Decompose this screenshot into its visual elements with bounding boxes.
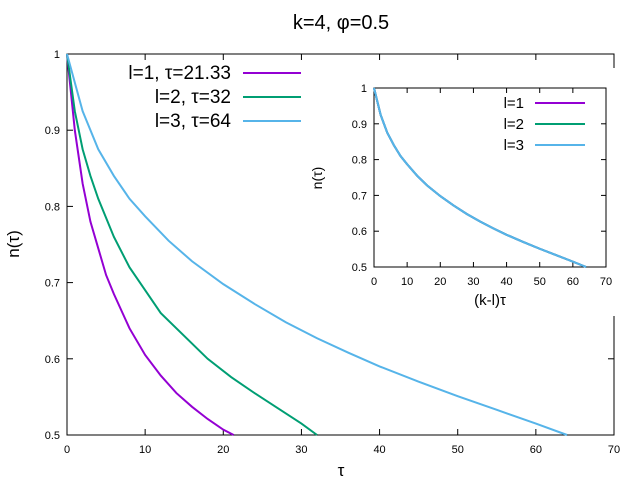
- inset-x-tick-label: 20: [434, 276, 446, 288]
- inset-x-tick-label: 0: [371, 276, 377, 288]
- main-legend-label: l=1, τ=21.33: [128, 63, 231, 84]
- inset-series-line: [373, 87, 587, 268]
- main-x-tick-label: 10: [139, 444, 151, 456]
- inset-y-tick-label: 1: [361, 83, 367, 95]
- main-plot: 0.50.60.70.80.91 0 10 20 30 40 50 60 70 τ n(τ) …: [4, 49, 620, 480]
- main-x-tick-label: 0: [64, 444, 70, 456]
- inset-y-tick-label: 0.6: [352, 226, 367, 238]
- main-legend: l=1, τ=21.33 l=2, τ=32 l=3, τ=64: [128, 63, 301, 132]
- inset-x-tick-label: 10: [401, 276, 413, 288]
- main-y-tick-label: 0.7: [45, 278, 60, 290]
- inset-x-tick-label: 30: [467, 276, 479, 288]
- inset-x-tick-label: 60: [567, 276, 579, 288]
- main-y-tick-label: 0.6: [45, 354, 60, 366]
- inset-legend-label: l=1: [504, 95, 524, 112]
- inset-y-axis-label: n(τ): [309, 167, 325, 190]
- main-x-tick-label: 20: [217, 444, 229, 456]
- inset-y-tick-label: 0.9: [352, 119, 367, 131]
- inset-plot-frame: [373, 87, 607, 268]
- main-x-tick-label: 40: [373, 444, 385, 456]
- main-y-tick-label: 0.5: [45, 430, 60, 442]
- main-y-tick-label: 1: [54, 49, 60, 61]
- inset-plot-background: [303, 68, 617, 316]
- main-legend-label: l=3, τ=64: [155, 111, 232, 132]
- inset-legend: l=1 l=2 l=3: [504, 95, 585, 154]
- inset-legend-label: l=2: [504, 116, 524, 133]
- inset-x-ticks: 0 10 20 30 40 50 60 70: [371, 88, 612, 288]
- main-x-ticks: 0 10 20 30 40 50 60 70: [64, 54, 620, 456]
- main-series-line: [66, 53, 318, 436]
- inset-x-axis-label: (k-l)τ: [474, 292, 506, 309]
- chart-title: k=4, φ=0.5: [293, 12, 389, 34]
- main-y-tick-label: 0.9: [45, 125, 60, 137]
- main-x-axis-label: τ: [338, 461, 345, 480]
- inset-x-tick-label: 50: [534, 276, 546, 288]
- main-y-axis-label: n(τ): [4, 230, 23, 258]
- main-legend-label: l=2, τ=32: [155, 87, 231, 108]
- inset-y-ticks: 0.5 0.6 0.7 0.8 0.9 1: [352, 83, 606, 274]
- main-series-line: [66, 53, 568, 436]
- inset-x-tick-label: 70: [600, 276, 612, 288]
- inset-x-tick-label: 40: [500, 276, 512, 288]
- main-x-tick-label: 70: [608, 444, 620, 456]
- main-series-lines: [66, 53, 568, 436]
- inset-series-lines: [373, 87, 587, 268]
- main-series-line: [66, 53, 235, 436]
- main-x-tick-label: 60: [530, 444, 542, 456]
- inset-y-tick-label: 0.5: [352, 262, 367, 274]
- inset-y-tick-label: 0.8: [352, 155, 367, 167]
- inset-y-tick-label: 0.7: [352, 190, 367, 202]
- main-x-tick-label: 30: [295, 444, 307, 456]
- main-x-tick-label: 50: [452, 444, 464, 456]
- inset-legend-label: l=3: [504, 137, 524, 154]
- inset-plot: 0.50.60.70.80.91 0 10 20 30 40 50 60 70 (k-l)τ …: [303, 68, 617, 316]
- main-y-tick-label: 0.8: [45, 201, 60, 213]
